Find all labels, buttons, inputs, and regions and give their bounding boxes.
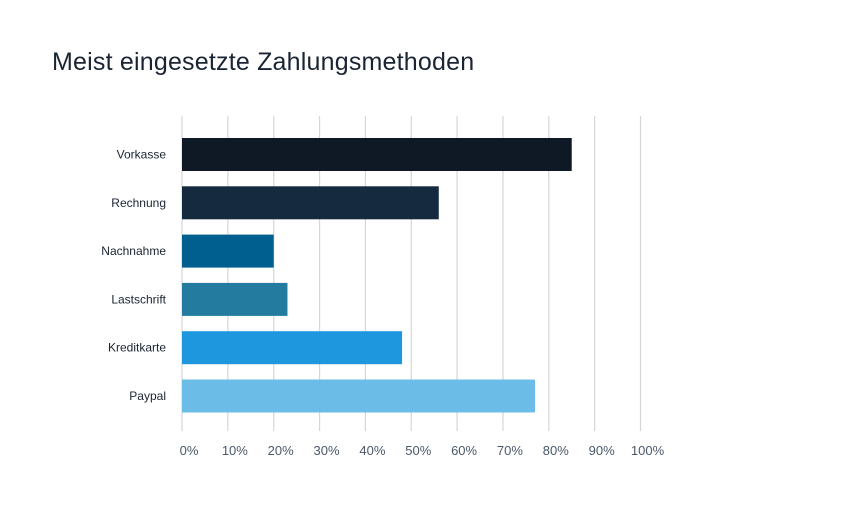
category-label: Vorkasse: [117, 148, 167, 162]
x-tick-label: 80%: [543, 443, 569, 458]
category-label: Rechnung: [111, 196, 166, 210]
bar-vorkasse: [182, 138, 572, 171]
bar-kreditkarte: [182, 331, 403, 365]
category-label: Lastschrift: [111, 292, 166, 306]
chart-title: Meist eingesetzte Zahlungsmethoden: [52, 48, 475, 76]
category-label: Nachnahme: [101, 244, 166, 258]
x-tick-label: 90%: [589, 443, 615, 458]
x-tick-label: 30%: [314, 443, 340, 458]
bar-rechnung: [182, 186, 439, 220]
x-tick-label: 10%: [222, 443, 248, 458]
x-tick-label: 70%: [497, 443, 523, 458]
x-tick-label: 100%: [631, 443, 665, 458]
x-tick-label: 20%: [268, 443, 294, 458]
bar-nachnahme: [182, 234, 274, 268]
x-tick-label: 60%: [451, 443, 477, 458]
x-tick-label: 50%: [405, 443, 431, 458]
x-tick-label: 40%: [359, 443, 385, 458]
category-label: Kreditkarte: [108, 341, 166, 355]
bar-paypal: [182, 379, 536, 413]
bar-lastschrift: [182, 282, 288, 316]
x-tick-label: 0%: [180, 443, 199, 458]
category-label: Paypal: [129, 389, 166, 403]
